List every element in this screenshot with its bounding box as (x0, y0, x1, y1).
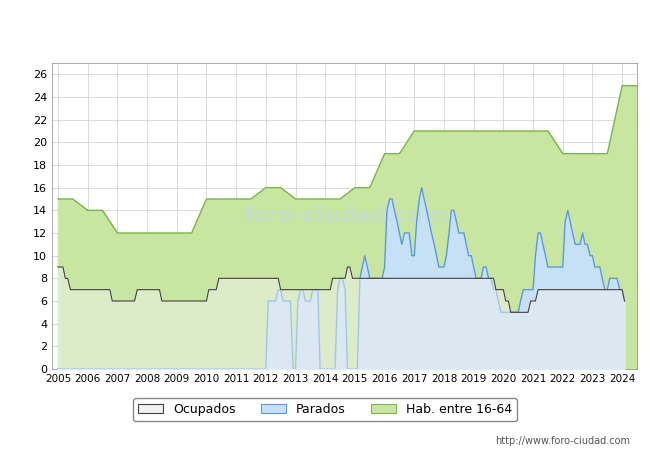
Text: foro-ciudad.com: foro-ciudad.com (242, 206, 447, 226)
Legend: Ocupados, Parados, Hab. entre 16-64: Ocupados, Parados, Hab. entre 16-64 (133, 398, 517, 421)
Text: http://www.foro-ciudad.com: http://www.foro-ciudad.com (495, 436, 630, 446)
Text: Buciegas - Evolucion de la poblacion en edad de Trabajar Mayo de 2024: Buciegas - Evolucion de la poblacion en … (84, 21, 566, 33)
